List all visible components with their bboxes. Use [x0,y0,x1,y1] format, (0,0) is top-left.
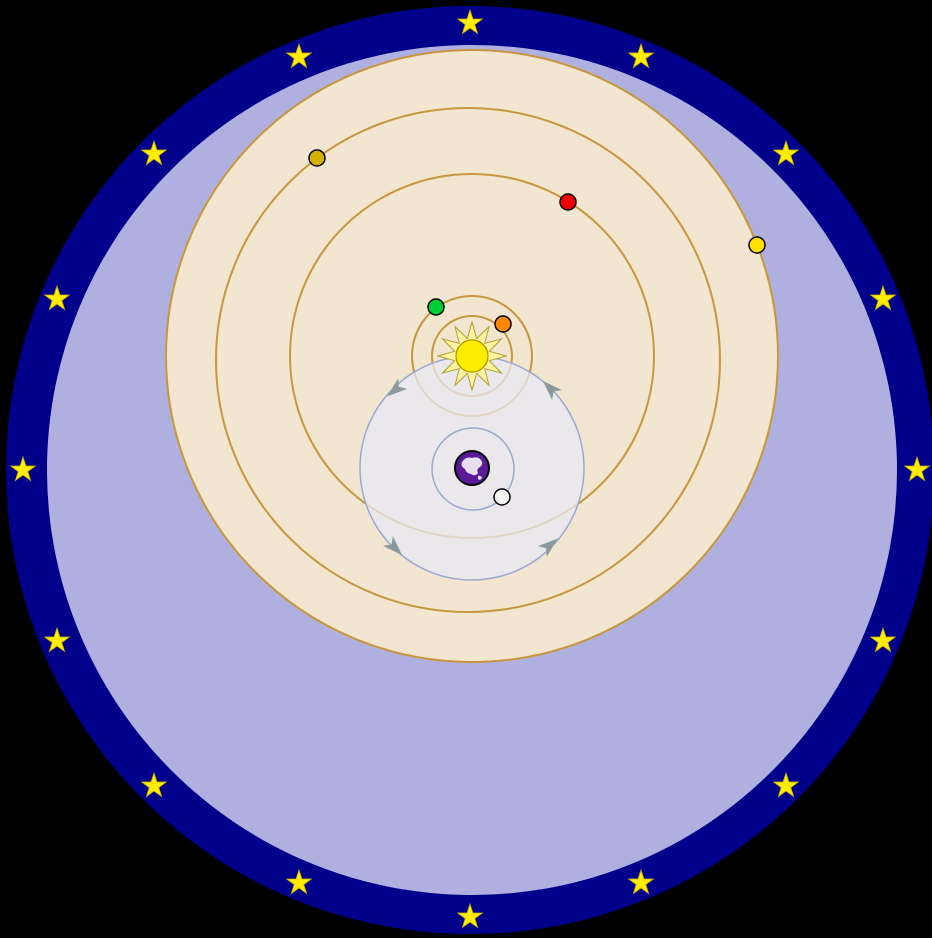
mercury [427,298,445,316]
jupiter-orbit [215,107,721,613]
venus [494,315,512,333]
mars [559,193,577,211]
moon-orbit [431,427,515,511]
saturn [308,149,326,167]
moon [493,488,511,506]
earth-continents [461,457,483,480]
sun [455,339,489,373]
jupiter [748,236,766,254]
planets [308,149,766,506]
